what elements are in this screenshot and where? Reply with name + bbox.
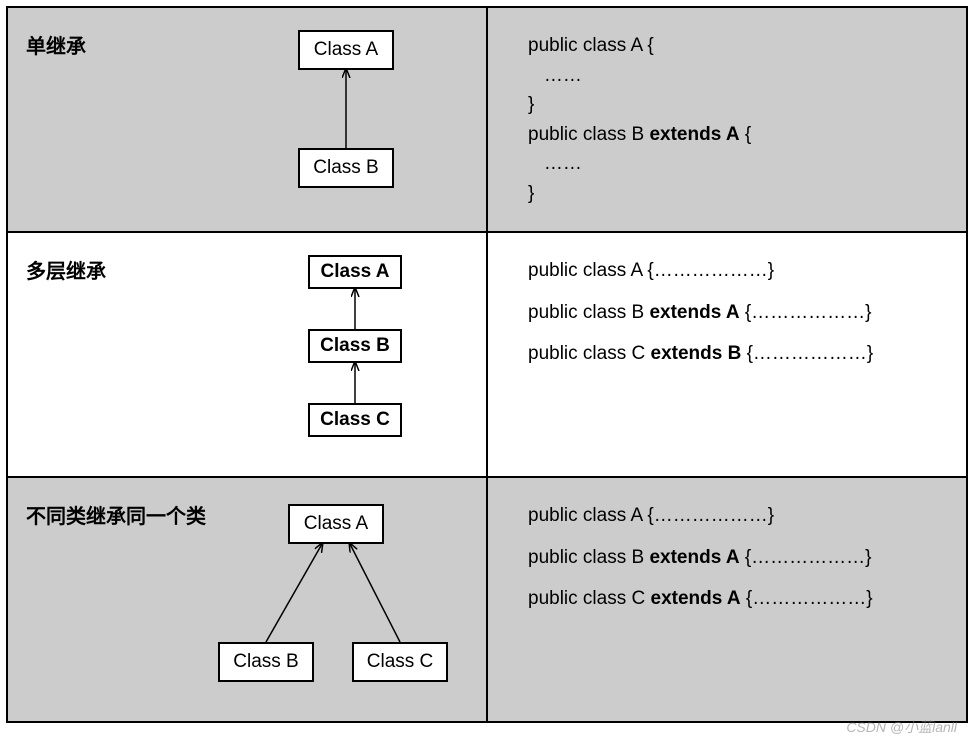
diagram: Class A Class B Class C	[8, 233, 486, 476]
code-line: }	[528, 180, 940, 208]
container: 单继承Class AClass Bpublic class A { ……}pub…	[0, 6, 973, 743]
arrows	[8, 233, 486, 476]
code-line: }	[528, 91, 940, 119]
class-box: Class C	[352, 642, 448, 682]
code-text: public class B	[528, 124, 649, 145]
class-box: Class B	[308, 329, 402, 363]
arrows	[8, 8, 486, 231]
code-text: public class C	[528, 588, 651, 609]
code-text: public class B	[528, 547, 649, 568]
diagram: Class A Class B Class C	[8, 478, 486, 721]
code-line: public class A {………………}	[528, 502, 940, 530]
class-box: Class B	[298, 148, 394, 188]
code-text: {………………}	[741, 343, 873, 364]
code-bold: extends A	[649, 124, 739, 145]
code-line: public class B extends A {………………}	[528, 544, 940, 572]
code-line: public class C extends A {………………}	[528, 585, 940, 613]
code-text: {………………}	[740, 302, 872, 323]
class-box: Class A	[298, 30, 394, 70]
code-line: public class A {………………}	[528, 257, 940, 285]
code-cell: public class A {………………} public class B ex…	[487, 232, 967, 477]
code-line: public class C extends B {………………}	[528, 340, 940, 368]
diagram: Class A Class B	[8, 8, 486, 231]
code-cell: public class A {………………} public class B ex…	[487, 477, 967, 722]
code-text: public class C	[528, 343, 651, 364]
class-box: Class B	[218, 642, 314, 682]
code-text: public class B	[528, 302, 649, 323]
code-bold: extends A	[649, 547, 739, 568]
code-line: public class A {	[528, 32, 940, 60]
code-bold: extends A	[651, 588, 741, 609]
code-bold: extends B	[651, 343, 742, 364]
diagram-cell: 多层继承Class AClass BClass C	[7, 232, 487, 477]
code-line: public class B extends A {………………}	[528, 299, 940, 327]
edge	[266, 544, 322, 642]
diagram-cell: 单继承Class AClass B	[7, 7, 487, 232]
code-line: ……	[528, 150, 940, 178]
code-block: public class A {………………} public class B ex…	[488, 233, 966, 368]
code-text: {	[740, 124, 752, 145]
code-line: ……	[528, 62, 940, 90]
code-line: public class B extends A {	[528, 121, 940, 149]
class-box: Class A	[308, 255, 402, 289]
code-text: {………………}	[740, 547, 872, 568]
inheritance-table: 单继承Class AClass Bpublic class A { ……}pub…	[6, 6, 968, 723]
edge	[350, 544, 400, 642]
code-cell: public class A { ……}public class B exten…	[487, 7, 967, 232]
watermark: CSDN @小蓝lanll	[846, 717, 957, 737]
class-box: Class A	[288, 504, 384, 544]
arrows	[8, 478, 486, 721]
code-block: public class A { ……}public class B exten…	[488, 8, 966, 207]
code-bold: extends A	[649, 302, 739, 323]
code-text: {………………}	[741, 588, 873, 609]
class-box: Class C	[308, 403, 402, 437]
code-block: public class A {………………} public class B ex…	[488, 478, 966, 613]
diagram-cell: 不同类继承同一个类Class AClass BClass C	[7, 477, 487, 722]
